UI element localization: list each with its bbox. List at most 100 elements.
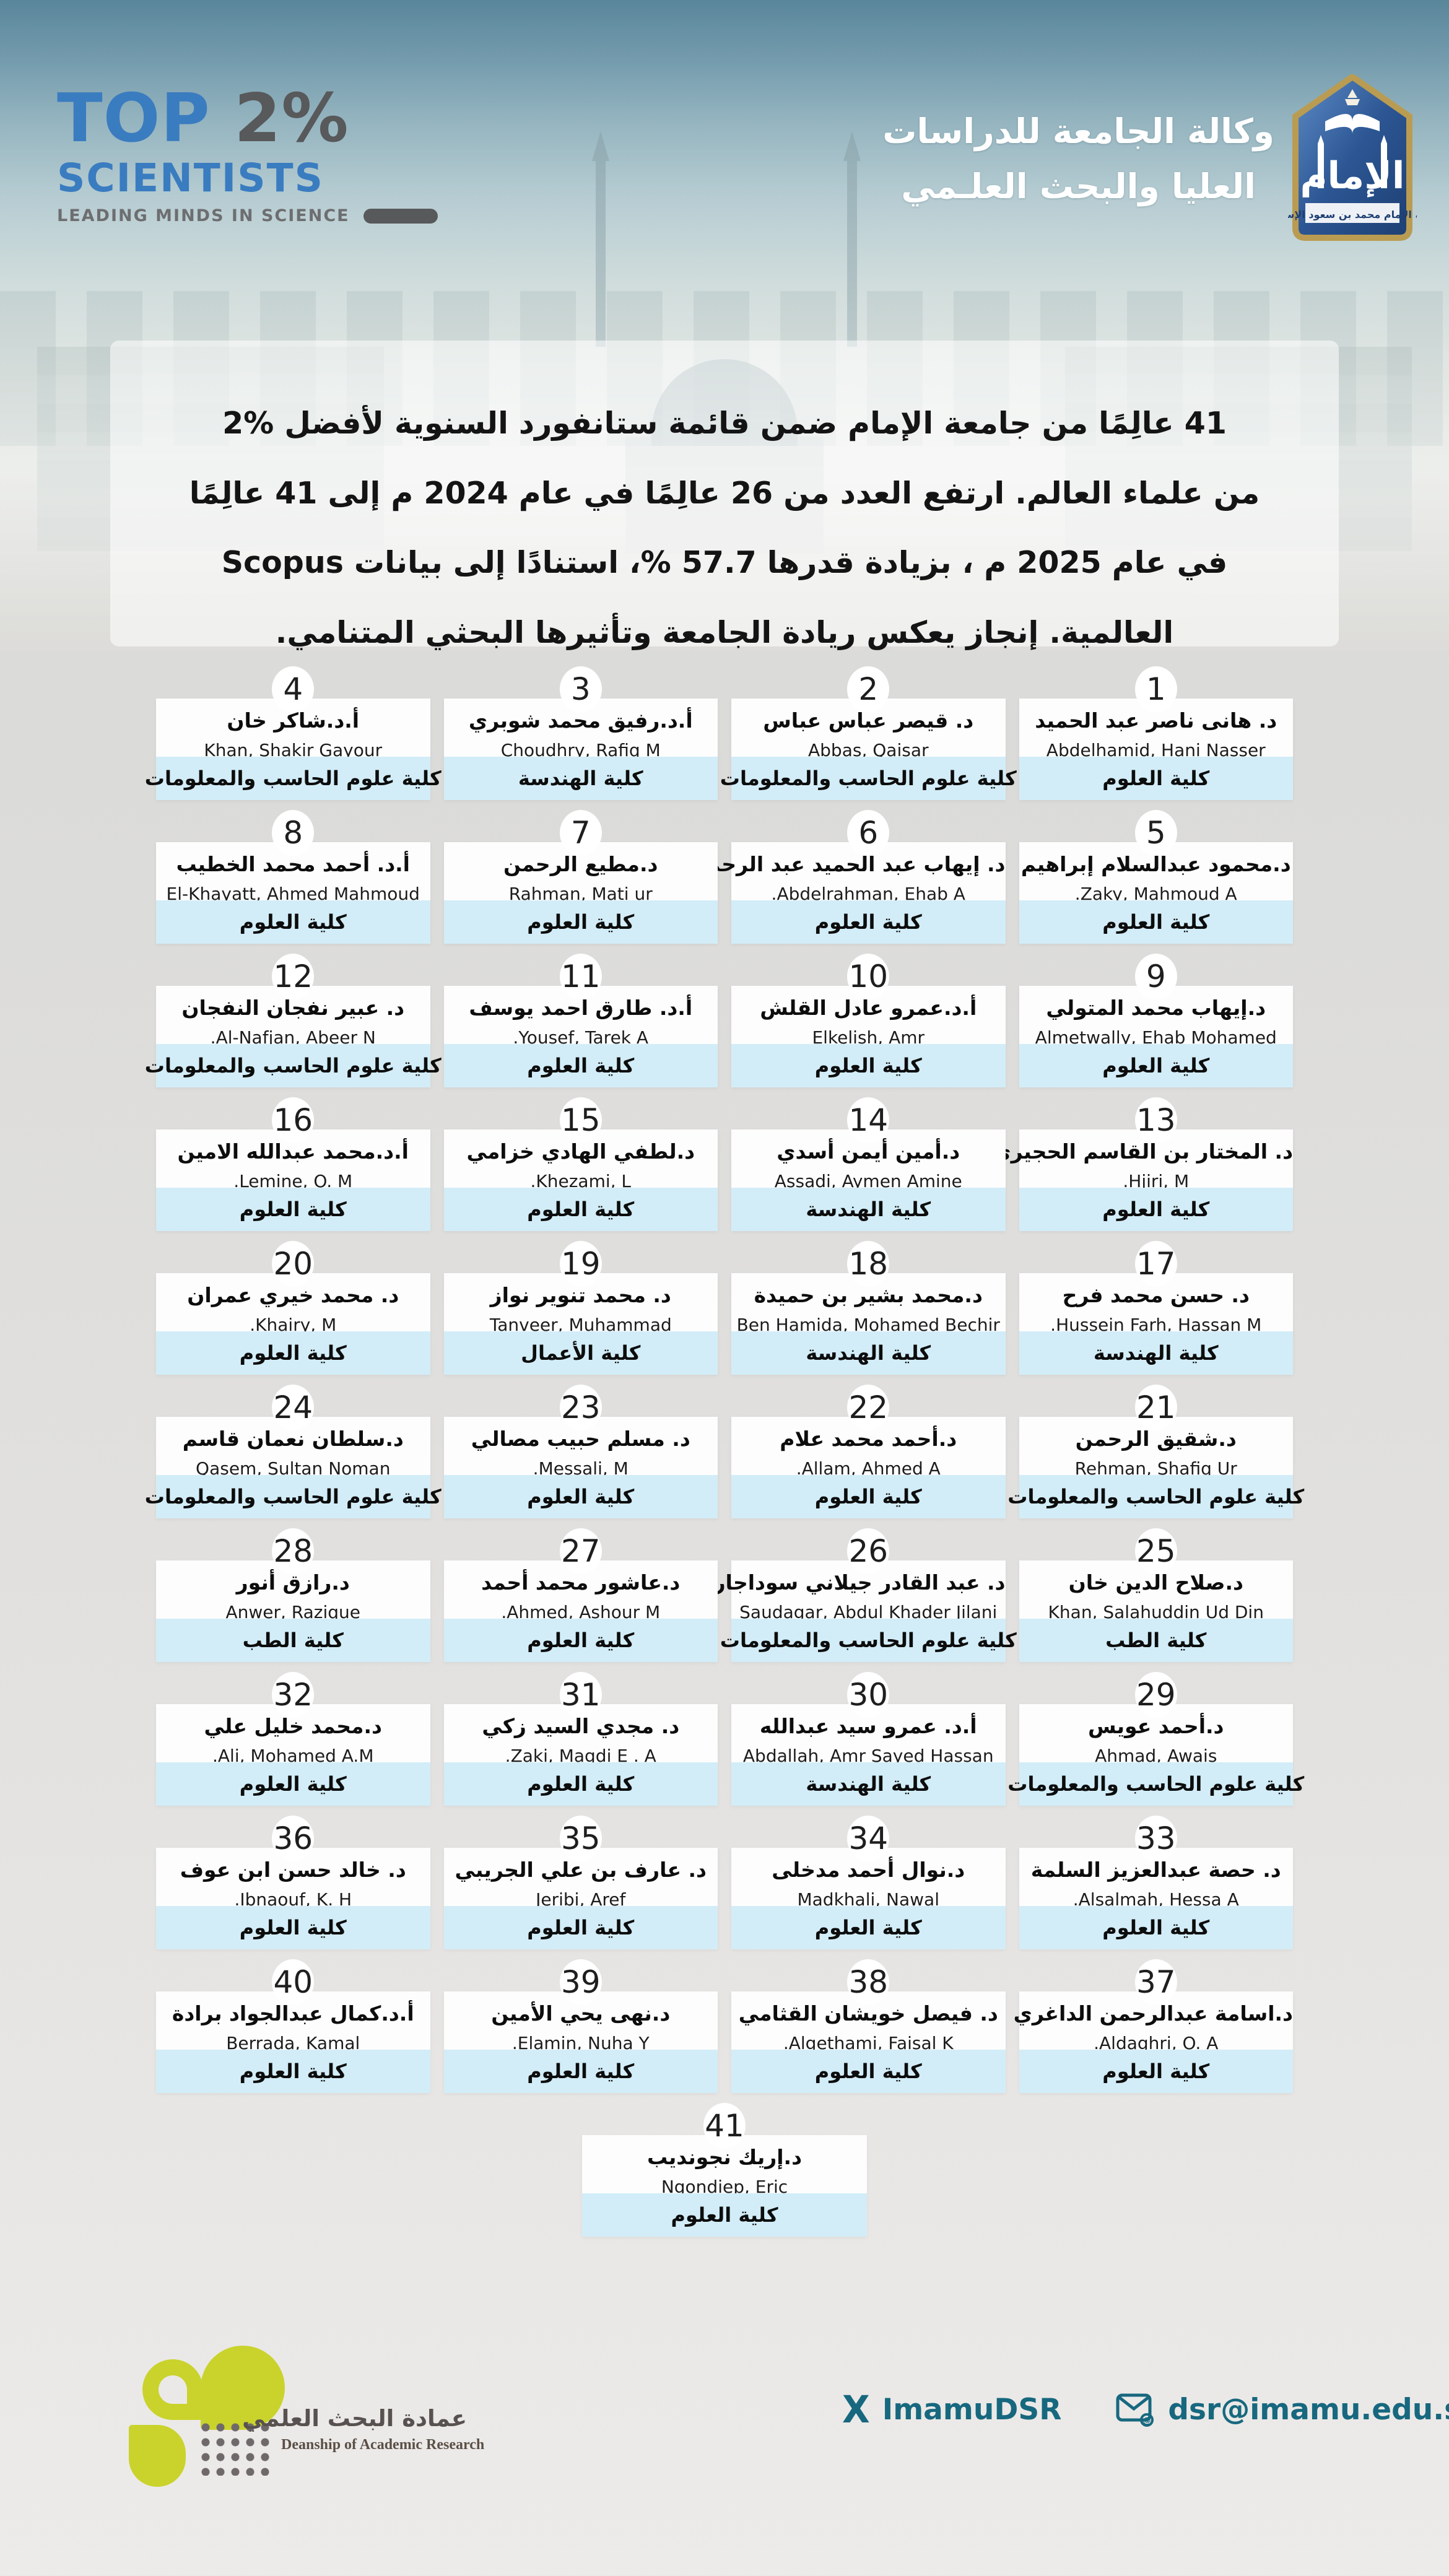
scientist-name-arabic: د.شقيق الرحمن (1075, 1427, 1237, 1451)
scientist-cell: 10 أ.د.عمرو عادل القلش Elkelish, Amr كلي… (731, 949, 1006, 1092)
scientist-cell: 29 د.أحمد عويس Ahmad, Awais كلية علوم ال… (1007, 1667, 1304, 1811)
college-band: كلية علوم الحاسب والمعلومات (1007, 1762, 1304, 1806)
intro-line-1: 41 عالِمًا من جامعة الإمام ضمن قائمة ستا… (222, 406, 1227, 441)
rank-bubble: 24 (272, 1385, 315, 1430)
scientist-name-arabic: د.عاشور محمد أحمد (481, 1570, 681, 1595)
x-handle[interactable]: ImamuDSR (882, 2392, 1062, 2427)
scientist-name-arabic: أ.د. طارق أحمد يوسف (469, 996, 693, 1020)
scientist-name-arabic: د.سلطان نعمان قاسم (182, 1427, 404, 1451)
college-band: كلية العلوم (1019, 900, 1293, 944)
scientist-card: د.محمد خليل علي Ali, Mohamed A.M. كلية ا… (156, 1704, 430, 1806)
scientist-cell: 11 أ.د. طارق أحمد يوسف Yousef, Tarek A. … (443, 949, 718, 1092)
agency-title: وكالة الجامعة للدراسات العليا والبحث الع… (882, 104, 1274, 214)
college-band: كلية العلوم (156, 1188, 430, 1231)
college-band: كلية الأعمال (443, 1331, 718, 1375)
scientist-cell: 12 د. عبير نفجان النفجان Al-Nafjan, Abee… (145, 949, 442, 1092)
scientist-name-arabic: د. مسلم حبيب مصالي (471, 1427, 690, 1451)
scientist-cell: 31 د. مجدي السيد زكي Zaki, Magdi E . A. … (443, 1667, 718, 1811)
scientist-card: د.اسامة عبدالرحمن الداغري Aldaghri, O. A… (1014, 1991, 1293, 2093)
scientist-name-arabic: د.أمين أيمن أسدي (777, 1139, 960, 1164)
college-band: كلية الطب (156, 1619, 430, 1662)
scientist-card: أ.د.كمال عبدالجواد برادة Berrada, Kamal … (156, 1991, 430, 2093)
rank-bubble: 37 (1134, 1959, 1177, 2005)
scientist-name-arabic: أ.د.عمرو عادل القلش (760, 996, 977, 1020)
scientist-cell: 20 د. محمد خيري عمران Khairy, M. كلية ال… (156, 1236, 430, 1380)
scientist-card: د.رازق أنور Anwer, Razique كلية الطب (156, 1560, 430, 1662)
scientist-card: أ.د.محمد عبدالله الامين Lemine, O. M. كل… (156, 1129, 430, 1231)
scientist-cell: 34 د.نوال أحمد مدخلى Madkhali, Nawal كلي… (731, 1811, 1006, 1954)
rank-bubble: 32 (272, 1672, 315, 1718)
rank-bubble: 9 (1134, 954, 1177, 999)
university-shield-icon: الإمام جامعة الإمام محمد بن سعود الإسلام… (1261, 72, 1444, 241)
college-band: كلية علوم الحاسب والمعلومات (1007, 1475, 1304, 1518)
x-account[interactable]: X ImamuDSR (842, 2391, 1062, 2429)
college-band: كلية علوم الحاسب والمعلومات (720, 1619, 1017, 1662)
scientist-card: د. عارف بن علي الجريبي Jeribi, Aref كلية… (443, 1848, 718, 1949)
scientist-name-arabic: د.إريك نجونديب (646, 2145, 803, 2169)
scientist-cell: 38 د. فيصل خويشان القثامي Algethami, Fai… (731, 1954, 1006, 2098)
deanship-logo-ring-icon (142, 2359, 203, 2420)
college-band: كلية العلوم (1019, 1044, 1293, 1087)
scientist-cell: 6 د. إيهاب عبد الحميد عبد الرحمن Abdelra… (689, 805, 1006, 949)
top2-word-scientists: SCIENTISTS (57, 155, 324, 201)
scientist-name-arabic: أ.د.محمد عبدالله الامين (177, 1139, 409, 1164)
scientist-name-arabic: د. عبير نفجان النفجان (181, 996, 405, 1020)
scientist-cell: 37 د.اسامة عبدالرحمن الداغري Aldaghri, O… (1014, 1954, 1293, 2098)
rank-bubble: 3 (559, 666, 602, 712)
top2-word-top: TOP (57, 80, 211, 157)
rank-bubble: 5 (1134, 810, 1177, 856)
scientist-card: أ.د.عمرو عادل القلش Elkelish, Amr كلية ا… (731, 986, 1006, 1087)
scientist-name-arabic: د.محمود عبدالسلام إبراهيم (1020, 852, 1291, 876)
intro-line-4: العالمية. إنجاز يعكس ريادة الجامعة وتأثي… (275, 615, 1174, 651)
rank-bubble: 8 (272, 810, 315, 856)
scientist-card: أ.د.رفيق محمد شوبري Choudhry, Rafiq M كل… (443, 698, 718, 800)
rank-bubble: 14 (847, 1097, 890, 1143)
scientist-name-arabic: أ.د.رفيق محمد شوبري (468, 708, 693, 733)
rank-bubble: 17 (1134, 1241, 1177, 1287)
scientist-cell: 8 أ.د. أحمد محمد الخطيب El-Khayatt, Ahme… (156, 805, 430, 949)
scientist-cell: 14 د.أمين أيمن أسدي Assadi, Aymen Amine … (731, 1092, 1006, 1236)
college-band: كلية العلوم (156, 2050, 430, 2093)
college-band: كلية العلوم (443, 1906, 718, 1949)
rank-bubble: 35 (559, 1816, 602, 1861)
rank-bubble: 2 (847, 666, 890, 712)
college-band: كلية العلوم (1019, 1188, 1293, 1231)
rank-bubble: 15 (559, 1097, 602, 1143)
scientist-name-arabic: د.صلاح الدين خان (1068, 1570, 1243, 1595)
scientist-cell: 4 أ.د.شاكر خان Khan, Shakir Gayour كلية … (145, 661, 442, 805)
college-band: كلية علوم الحاسب والمعلومات (720, 757, 1017, 800)
scientist-card: د.إيهاب محمد المتولي Almetwally, Ehab Mo… (1019, 986, 1293, 1087)
scientist-cell: 25 د.صلاح الدين خان Khan, Salahuddin Ud … (1019, 1523, 1293, 1667)
scientist-card: أ.د. عمرو سيد عبدالله Abdallah, Amr Saye… (731, 1704, 1006, 1806)
college-band: كلية العلوم (731, 1475, 1006, 1518)
rank-bubble: 33 (1134, 1816, 1177, 1861)
email-address[interactable]: dsr@imamu.edu.sa (1168, 2392, 1449, 2427)
college-band: كلية العلوم (156, 1762, 430, 1806)
rank-bubble: 40 (272, 1959, 315, 2005)
rank-bubble: 31 (559, 1672, 602, 1718)
scientist-cell: 21 د.شقيق الرحمن Rehman, Shafiq Ur كلية … (1007, 1380, 1304, 1523)
college-band: كلية الهندسة (731, 1331, 1006, 1375)
top2-scientists-logo: TOP 2% SCIENTISTS LEADING MINDS IN SCIEN… (57, 85, 438, 224)
scientist-41-wrapper: 41 د.إريك نجونديب Ngondiep, Eric كلية ال… (582, 2098, 867, 2242)
top2-title: TOP 2% (57, 85, 438, 152)
rank-bubble: 28 (272, 1528, 315, 1574)
intro-line-3: في عام 2025 م ، بزيادة قدرها 57.7 %، است… (221, 545, 1228, 581)
scientist-name-arabic: أ.د. أحمد محمد الخطيب (176, 852, 410, 876)
scientist-name-arabic: د. مجدي السيد زكي (482, 1714, 680, 1738)
scientist-name-arabic: د.رازق أنور (236, 1570, 350, 1595)
email-contact[interactable]: @ dsr@imamu.edu.sa (1116, 2391, 1449, 2427)
scientist-name-arabic: أ.د.كمال عبدالجواد برادة (172, 2001, 414, 2026)
scientist-card: د.سلطان نعمان قاسم Qasem, Sultan Noman ك… (145, 1417, 442, 1518)
scientist-cell: 26 د. عبد القادر جيلاني سوداجار Saudagar… (714, 1523, 1017, 1667)
scientist-card: د.نهى يحي الأمين Elamin, Nuha Y. كلية ال… (443, 1991, 718, 2093)
scientists-grid: 1 د. هانى ناصر عبد الحميد Abdelhamid, Ha… (145, 661, 1304, 2098)
scientist-name-arabic: د.لطفي الهادي خزامي (466, 1139, 695, 1164)
scientist-name-arabic: د. إيهاب عبد الحميد عبد الرحمن (689, 852, 1006, 876)
scientist-card: د.عاشور محمد أحمد Ahmed, Ashour M. كلية … (443, 1560, 718, 1662)
scientist-card: د. هانى ناصر عبد الحميد Abdelhamid, Hani… (1019, 698, 1293, 800)
scientist-name-arabic: د. المختار بن القاسم الحجيري (992, 1139, 1293, 1164)
college-band: كلية العلوم (1019, 1906, 1293, 1949)
scientist-name-arabic: أ.د.شاكر خان (227, 708, 360, 733)
